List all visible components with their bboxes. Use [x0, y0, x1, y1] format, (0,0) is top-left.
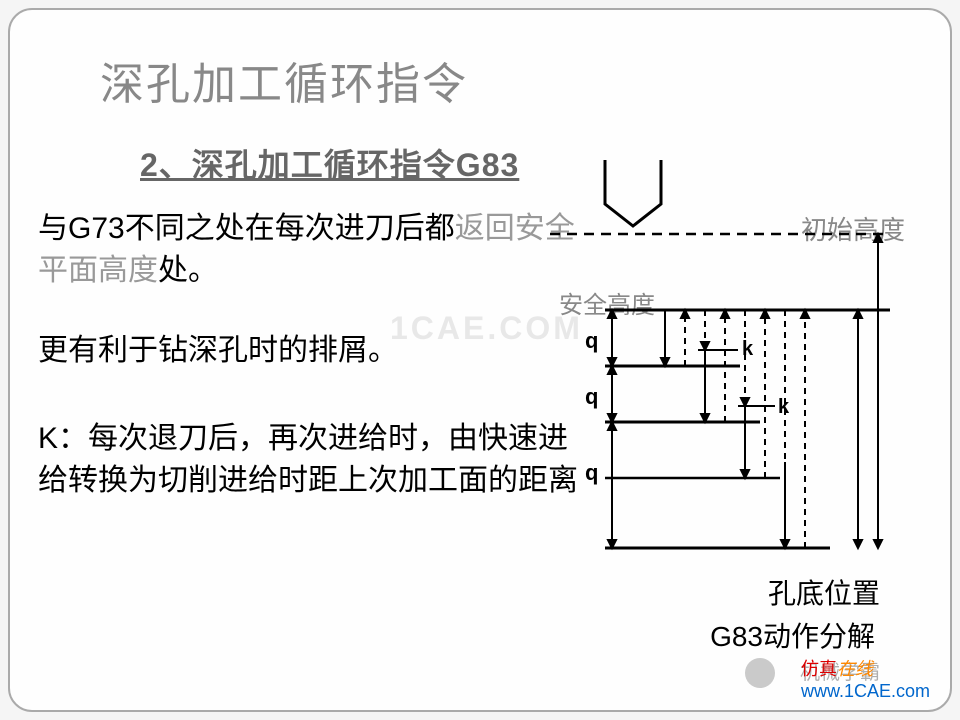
q-label-3: q	[585, 460, 598, 486]
text: 不同之处在每次进刀后都	[125, 212, 455, 245]
caption-g83-motion: G83动作分解	[710, 615, 875, 655]
k-label-1: k	[742, 338, 753, 361]
wm-red: 仿真	[801, 659, 837, 679]
g83-diagram: q q q k k	[550, 160, 920, 580]
text: 每次退刀后，再次进给时，由快速进给转换为切削进给时距上次加工面的距离	[38, 422, 578, 497]
wm-orange: 在线	[837, 659, 873, 679]
q-label-2: q	[585, 384, 598, 410]
text-k-prefix: K：	[38, 422, 88, 455]
q-label-1: q	[585, 328, 598, 354]
caption-bottom-position: 孔底位置	[768, 572, 880, 612]
wechat-icon	[745, 658, 775, 688]
wm-url: www.1CAE.com	[801, 681, 930, 701]
slide-frame: 深孔加工循环指令 2、深孔加工循环指令G83 与G73不同之处在每次进刀后都返回…	[8, 8, 952, 712]
paragraph-1: 与G73不同之处在每次进刀后都返回安全平面高度处。	[38, 208, 578, 292]
watermark-url: 仿真在线 www.1CAE.com	[801, 655, 930, 702]
k-label-2: k	[778, 396, 789, 419]
slide-title: 深孔加工循环指令	[100, 48, 468, 112]
slide-subtitle: 2、深孔加工循环指令G83	[140, 140, 519, 186]
text-g73: G73	[68, 212, 125, 245]
text: 与	[38, 212, 68, 245]
diagram-svg	[550, 160, 920, 580]
paragraph-3: K：每次退刀后，再次进给时，由快速进给转换为切削进给时距上次加工面的距离	[38, 418, 578, 502]
watermark-1cae: 1CAE.COM	[390, 310, 583, 347]
text: 处。	[158, 254, 218, 287]
